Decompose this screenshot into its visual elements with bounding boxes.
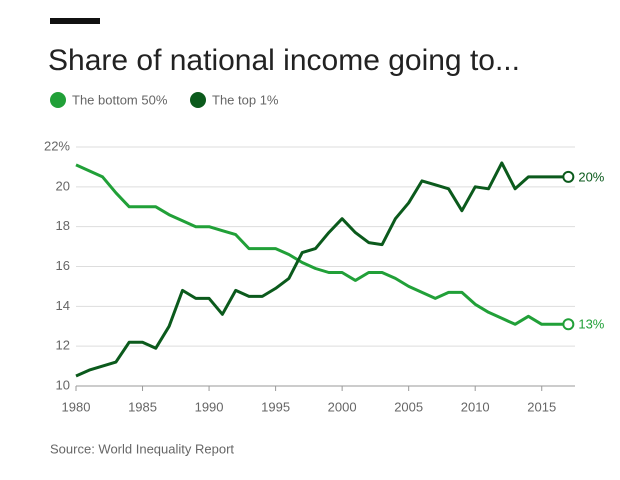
x-tick-label: 2000 bbox=[328, 399, 357, 414]
x-tick-label: 2010 bbox=[461, 399, 490, 414]
x-tick-label: 1985 bbox=[128, 399, 157, 414]
legend-marker bbox=[50, 92, 66, 108]
y-tick-label: 18 bbox=[56, 218, 70, 233]
x-tick-label: 2015 bbox=[527, 399, 556, 414]
x-tick-label: 1990 bbox=[195, 399, 224, 414]
value-label: 20% bbox=[578, 169, 604, 184]
legend-label: The bottom 50% bbox=[72, 92, 168, 107]
end-marker bbox=[562, 318, 575, 331]
y-tick-label: 16 bbox=[56, 258, 70, 273]
title-bar bbox=[50, 18, 100, 24]
x-tick-label: 1995 bbox=[261, 399, 290, 414]
legend-label: The top 1% bbox=[212, 92, 279, 107]
y-tick-label: 22% bbox=[44, 138, 70, 153]
y-tick-label: 12 bbox=[56, 338, 70, 353]
y-tick-label: 10 bbox=[56, 377, 70, 392]
series-line bbox=[75, 161, 569, 378]
source: Source: World Inequality Report bbox=[50, 441, 234, 456]
y-tick-label: 20 bbox=[56, 178, 70, 193]
x-tick-label: 2005 bbox=[394, 399, 423, 414]
legend-marker bbox=[190, 92, 206, 108]
x-tick-label: 1980 bbox=[62, 399, 91, 414]
chart-title: Share of national income going to... bbox=[48, 44, 520, 77]
series-line bbox=[75, 163, 569, 326]
end-marker bbox=[562, 170, 575, 183]
y-tick-label: 14 bbox=[56, 298, 70, 313]
value-label: 13% bbox=[578, 317, 604, 332]
